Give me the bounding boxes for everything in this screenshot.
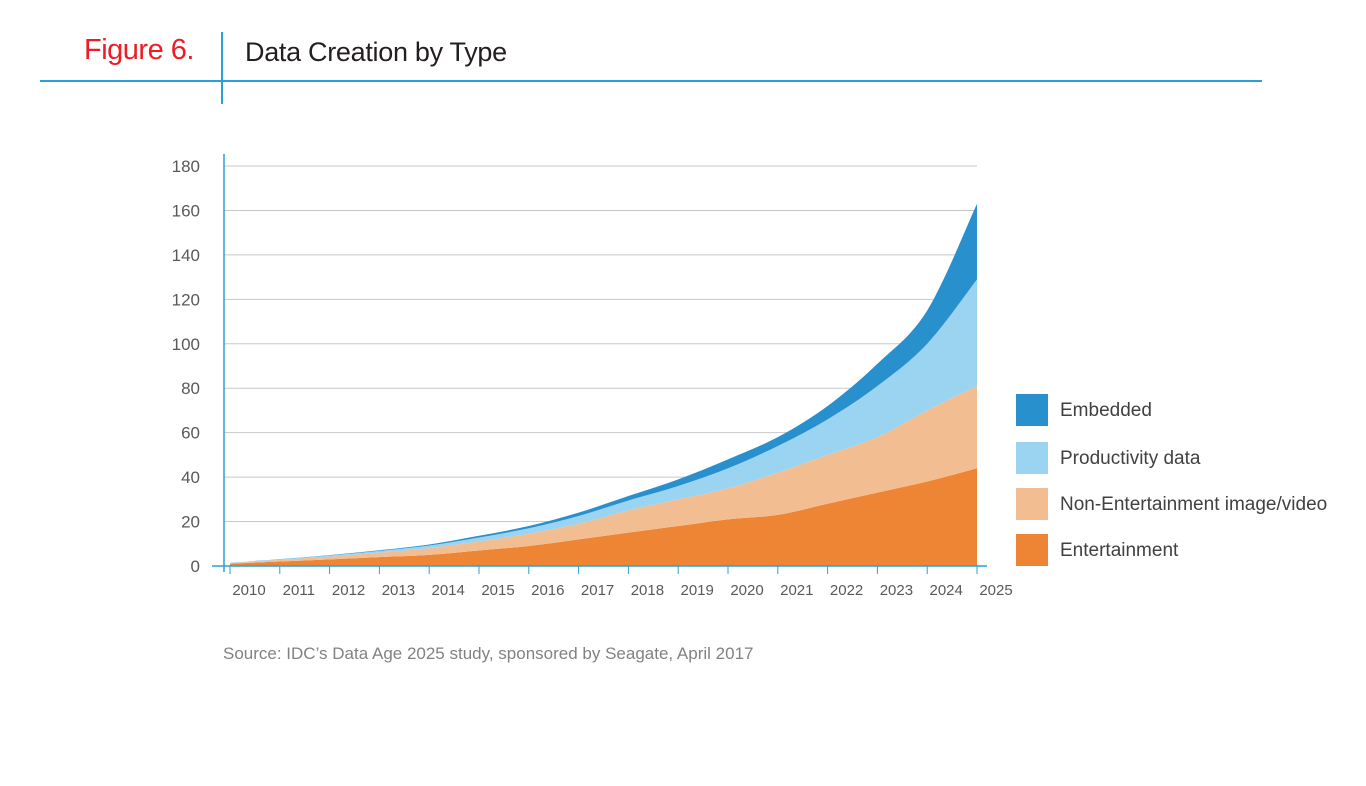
legend-item-entertainment: Entertainment [1016,534,1356,566]
y-tick-label-20: 20 [181,513,200,532]
x-tick-label-2023: 2023 [880,582,913,599]
x-tick-label-2010: 2010 [232,582,265,599]
legend-label-productivity-data: Productivity data [1060,448,1201,469]
figure-label: Figure 6. [84,34,194,66]
legend-label-entertainment: Entertainment [1060,540,1179,561]
area-productivity-data [230,279,977,564]
source-note: Source: IDC’s Data Age 2025 study, spons… [223,644,754,663]
y-tick-label-140: 140 [172,246,200,265]
y-tick-label-80: 80 [181,379,200,398]
x-tick-label-2016: 2016 [531,582,564,599]
figure-header: Figure 6. Data Creation by Type [0,0,1366,110]
x-tick-label-2022: 2022 [830,582,863,599]
x-tick-label-2018: 2018 [631,582,664,599]
y-tick-label-180: 180 [172,157,200,176]
x-tick-label-2025: 2025 [979,582,1012,599]
legend-swatch-entertainment [1016,534,1048,566]
x-tick-label-2012: 2012 [332,582,365,599]
x-tick-label-2017: 2017 [581,582,614,599]
legend-item-non-entertainment: Non-Entertainment image/video [1016,488,1356,520]
x-tick-label-2014: 2014 [432,582,465,599]
x-tick-label-2015: 2015 [481,582,514,599]
y-tick-label-120: 120 [172,290,200,309]
x-tick-label-2020: 2020 [730,582,763,599]
x-tick-label-2013: 2013 [382,582,415,599]
legend-label-non-entertainment: Non-Entertainment image/video [1060,494,1328,515]
legend-swatch-embedded [1016,394,1048,426]
legend-swatch-non-entertainment [1016,488,1048,520]
y-tick-label-60: 60 [181,424,200,443]
y-tick-label-100: 100 [172,335,200,354]
legend-item-embedded: Embedded [1016,394,1356,426]
legend-label-embedded: Embedded [1060,400,1152,421]
y-tick-label-160: 160 [172,201,200,220]
header-horizontal-rule [40,80,1262,82]
x-tick-label-2024: 2024 [930,582,963,599]
area-entertainment [230,468,977,566]
area-non-entertainment-image-video [230,386,977,564]
y-tick-label-0: 0 [191,557,200,576]
x-tick-label-2011: 2011 [283,582,315,599]
x-tick-label-2021: 2021 [780,582,813,599]
legend-swatch-productivity-data [1016,442,1048,474]
legend-item-productivity-data: Productivity data [1016,442,1356,474]
header-vertical-divider [221,32,223,104]
figure-title: Data Creation by Type [245,37,507,67]
x-tick-label-2019: 2019 [681,582,714,599]
y-tick-label-40: 40 [181,468,200,487]
